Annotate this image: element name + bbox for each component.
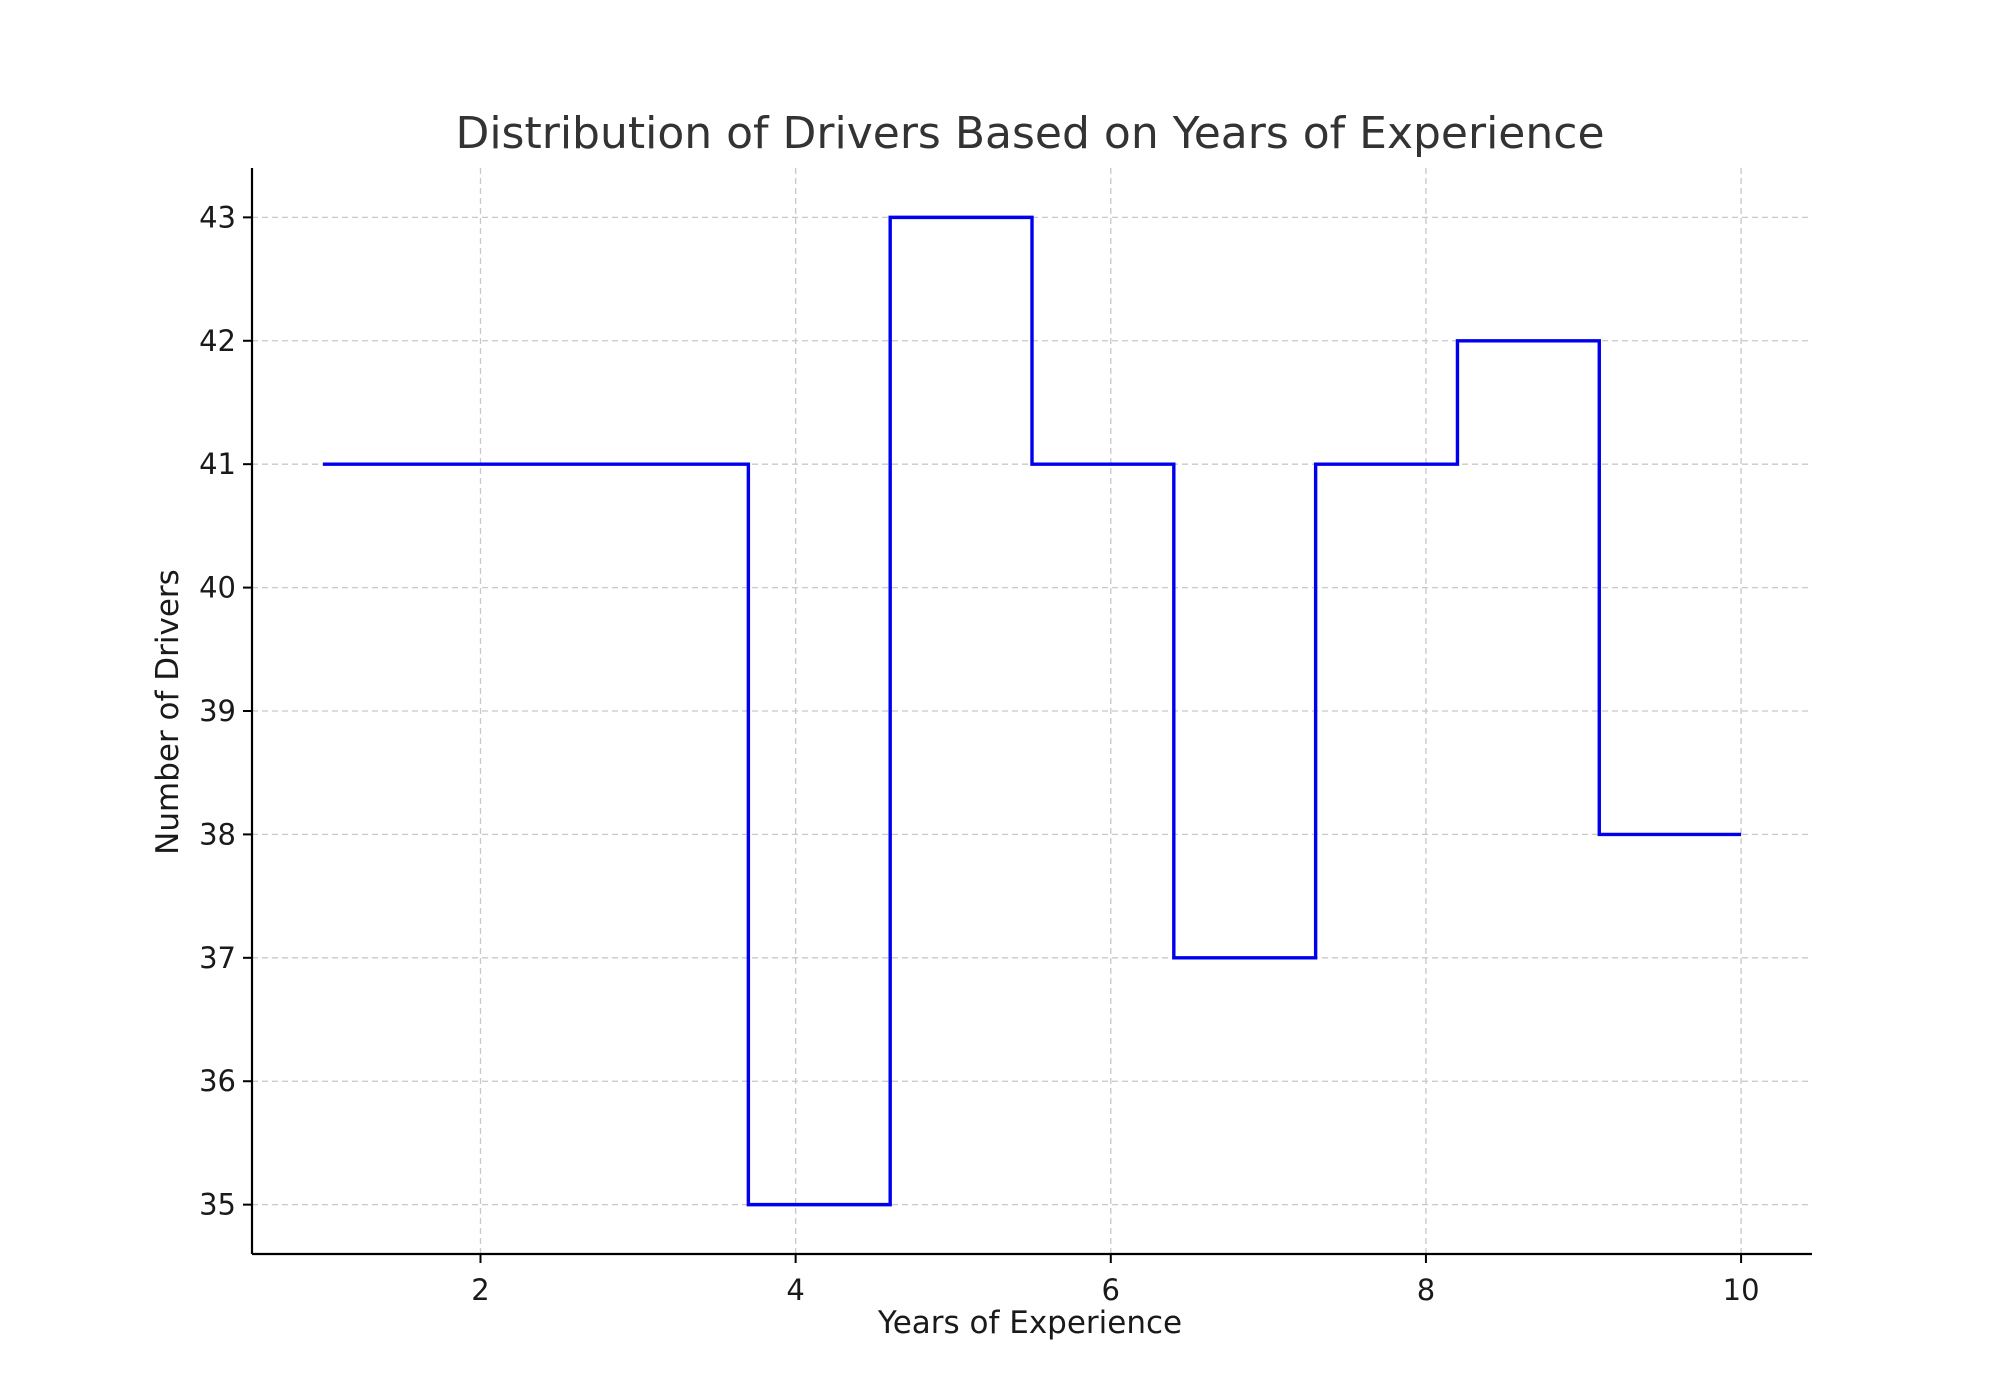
y-tick-label: 41 — [199, 447, 236, 481]
y-tick-label: 39 — [199, 694, 236, 728]
x-tick-label: 10 — [1723, 1273, 1760, 1307]
y-axis-label: Number of Drivers — [150, 569, 186, 855]
chart-title: Distribution of Drivers Based on Years o… — [455, 108, 1604, 159]
x-axis-label: Years of Experience — [877, 1305, 1182, 1341]
series-step-line — [322, 215, 1742, 1207]
x-tick-label: 2 — [471, 1273, 489, 1307]
axes — [243, 168, 1812, 1263]
y-tick-label: 43 — [199, 200, 236, 234]
y-tick-label: 37 — [199, 941, 236, 975]
y-tick-label: 40 — [199, 571, 236, 605]
data-series — [322, 215, 1742, 1207]
y-tick-label: 36 — [199, 1064, 236, 1098]
y-tick-label: 35 — [199, 1188, 236, 1222]
x-tick-label: 8 — [1417, 1273, 1435, 1307]
x-tick-label: 4 — [786, 1273, 804, 1307]
x-tick-label: 6 — [1102, 1273, 1120, 1307]
y-tick-label: 38 — [199, 817, 236, 851]
y-tick-label: 42 — [199, 324, 236, 358]
tick-labels: 2 4 6 8 10 35 36 37 38 39 40 41 42 43 — [199, 200, 1759, 1307]
